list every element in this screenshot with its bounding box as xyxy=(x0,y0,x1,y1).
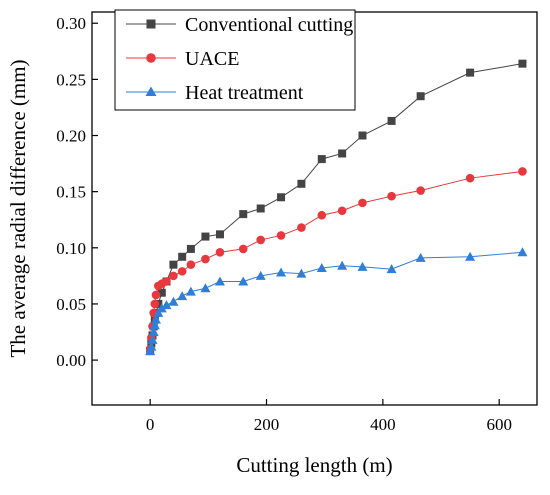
data-point xyxy=(517,247,528,257)
data-point xyxy=(151,290,161,300)
data-point xyxy=(214,276,225,286)
legend-marker-uace xyxy=(146,53,156,63)
data-point xyxy=(168,296,179,306)
legend-label-heat-treatment: Heat treatment xyxy=(185,82,304,104)
data-point xyxy=(162,277,171,286)
data-point xyxy=(465,251,476,261)
data-point xyxy=(201,254,210,264)
data-point xyxy=(238,276,249,286)
x-tick-label: 400 xyxy=(370,415,396,434)
data-point xyxy=(149,320,160,330)
legend-marker-conventional-cutting xyxy=(146,19,156,29)
data-point xyxy=(386,264,397,274)
data-point xyxy=(186,260,196,269)
legend-marker-heat-treatment xyxy=(145,86,157,96)
series-2 xyxy=(145,247,528,356)
data-point xyxy=(156,303,167,313)
data-point xyxy=(215,230,224,239)
data-point xyxy=(200,283,211,293)
data-point xyxy=(277,193,286,202)
series-line xyxy=(149,251,523,352)
legend-label-uace: UACE xyxy=(185,48,239,70)
data-point xyxy=(215,247,225,257)
data-point xyxy=(518,59,527,68)
data-point xyxy=(177,267,187,276)
data-point xyxy=(357,261,368,271)
data-point xyxy=(316,263,327,273)
data-point xyxy=(157,288,166,297)
y-tick-label: 0.00 xyxy=(56,351,86,370)
data-point xyxy=(255,270,266,280)
data-point xyxy=(161,300,172,310)
y-axis: 0.00 0.05 0.10 0.15 0.20 0.25 0.30 xyxy=(56,14,98,370)
data-point xyxy=(147,334,158,344)
data-point xyxy=(186,244,195,253)
data-point xyxy=(387,191,396,201)
y-tick-label: 0.25 xyxy=(56,70,86,89)
legend-label-conventional-cutting: Conventional cutting xyxy=(185,14,353,36)
data-point xyxy=(415,252,426,262)
data-point xyxy=(276,231,286,240)
data-point xyxy=(276,267,287,277)
data-point xyxy=(297,179,306,188)
data-point xyxy=(256,204,265,213)
data-point xyxy=(256,235,265,245)
data-point xyxy=(169,271,178,281)
x-axis-title: Cutting length (m) xyxy=(236,453,392,477)
x-tick-label: 600 xyxy=(486,415,512,434)
y-tick-label: 0.30 xyxy=(56,14,86,33)
data-point xyxy=(148,327,159,337)
y-tick-label: 0.15 xyxy=(56,183,86,202)
data-point xyxy=(169,260,178,269)
data-point xyxy=(465,173,475,183)
data-point xyxy=(518,167,527,176)
data-point xyxy=(297,223,306,232)
y-tick-label: 0.10 xyxy=(56,239,86,258)
data-point xyxy=(387,116,396,125)
plot-area xyxy=(145,59,528,356)
data-point xyxy=(177,291,188,301)
data-point xyxy=(201,232,210,241)
data-point xyxy=(178,252,187,261)
data-point xyxy=(416,92,425,101)
data-point xyxy=(337,206,347,216)
data-point xyxy=(416,186,425,195)
data-point xyxy=(150,314,161,324)
y-tick-label: 0.05 xyxy=(56,295,86,314)
data-point xyxy=(317,210,327,220)
y-tick-label: 0.20 xyxy=(56,127,86,146)
x-tick-label: 0 xyxy=(146,415,155,434)
data-point xyxy=(146,341,157,351)
legend: Conventional cutting UACE Heat treatment xyxy=(114,9,356,111)
data-point xyxy=(466,68,475,77)
x-axis: 0 200 400 600 xyxy=(146,399,512,434)
data-point xyxy=(296,268,307,278)
data-point xyxy=(185,286,196,296)
data-point xyxy=(239,210,248,219)
data-point xyxy=(358,198,367,208)
x-tick-label: 200 xyxy=(254,415,280,434)
y-axis-title: The average radial difference (mm) xyxy=(6,59,30,357)
data-point xyxy=(238,244,248,254)
data-point xyxy=(337,260,348,270)
data-point xyxy=(338,149,347,158)
data-point xyxy=(358,131,367,140)
data-point xyxy=(150,299,160,309)
data-point xyxy=(317,155,326,164)
